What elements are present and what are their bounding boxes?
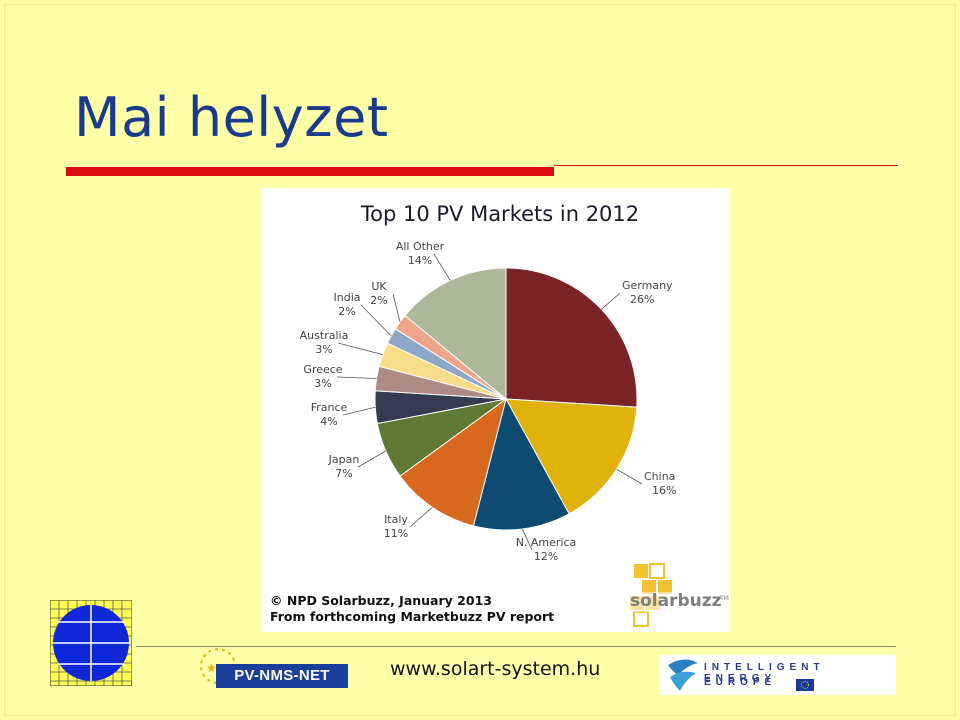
chart-title: Top 10 PV Markets in 2012 (360, 202, 639, 226)
pie-slice-n-america (472, 397, 570, 531)
title-underline-thin (554, 165, 898, 166)
slice-label-china: China (644, 470, 675, 483)
solarbuzz-logo-text: solarbuzz (630, 591, 722, 611)
slice-label-germany: Germany (622, 279, 673, 292)
slice-label-all-other: All Other (396, 240, 445, 253)
slice-value-china: 16% (652, 484, 676, 497)
slice-value-italy: 11% (384, 527, 408, 540)
website-link[interactable]: www.solart-system.hu (390, 658, 601, 680)
slice-value-uk: 2% (370, 294, 387, 307)
slice-value-australia: 3% (315, 343, 332, 356)
slide-title: Mai helyzet (74, 86, 389, 149)
chart-source-line-2: From forthcoming Marketbuzz PV report (270, 609, 554, 624)
iee-line-1: INTELLIGENT ENERGY (704, 662, 825, 684)
slice-label-italy: Italy (384, 513, 408, 526)
slice-label-australia: Australia (300, 329, 349, 342)
slice-label-japan: Japan (328, 453, 360, 466)
pie-slice-germany (505, 267, 638, 408)
leader-line-uk (392, 293, 401, 323)
leader-line-china (616, 468, 643, 485)
slice-value-n-america: 12% (534, 550, 558, 563)
globe-grid-logo (50, 600, 132, 686)
intelligent-energy-europe-logo: INTELLIGENT ENERGY EUROPE (660, 655, 896, 695)
slice-value-france: 4% (320, 415, 337, 428)
chart-source-line-1: © NPD Solarbuzz, January 2013 (270, 593, 492, 608)
solarbuzz-logo-tm: TM (719, 595, 729, 602)
svg-text:★: ★ (206, 661, 217, 675)
pie-slice-italy (399, 397, 507, 527)
leader-line-n-america (522, 528, 533, 551)
pie-chart-panel: Top 10 PV Markets in 2012 Germany 26% Chin… (262, 188, 730, 632)
leader-line-germany (601, 292, 621, 310)
footer-divider (136, 646, 896, 647)
leader-line-japan (357, 450, 386, 468)
pv-nms-net-label: PV-NMS-NET (216, 664, 348, 688)
slice-value-all-other: 14% (408, 254, 432, 267)
slice-label-india: India (334, 291, 361, 304)
eu-flag-icon (796, 679, 814, 691)
leader-line-france (342, 406, 376, 416)
slice-label-france: France (311, 401, 348, 414)
slice-value-japan: 7% (335, 467, 352, 480)
slice-label-n-america: N. America (516, 536, 577, 549)
leader-line-all-other (433, 253, 451, 281)
solarbuzz-logo: solarbuzz TM (626, 563, 730, 627)
slice-label-uk: UK (371, 280, 387, 293)
leader-line-italy (409, 507, 433, 528)
leader-line-australia (337, 342, 383, 356)
leader-line-india (360, 304, 392, 337)
slice-value-germany: 26% (630, 293, 654, 306)
leader-line-greece (336, 376, 377, 379)
title-underline-bar (66, 167, 554, 176)
slice-label-greece: Greece (303, 363, 342, 376)
pie-slice-all-other (404, 267, 507, 401)
slice-value-india: 2% (338, 305, 355, 318)
slice-value-greece: 3% (314, 377, 331, 390)
iee-line-2: EUROPE (704, 677, 777, 688)
